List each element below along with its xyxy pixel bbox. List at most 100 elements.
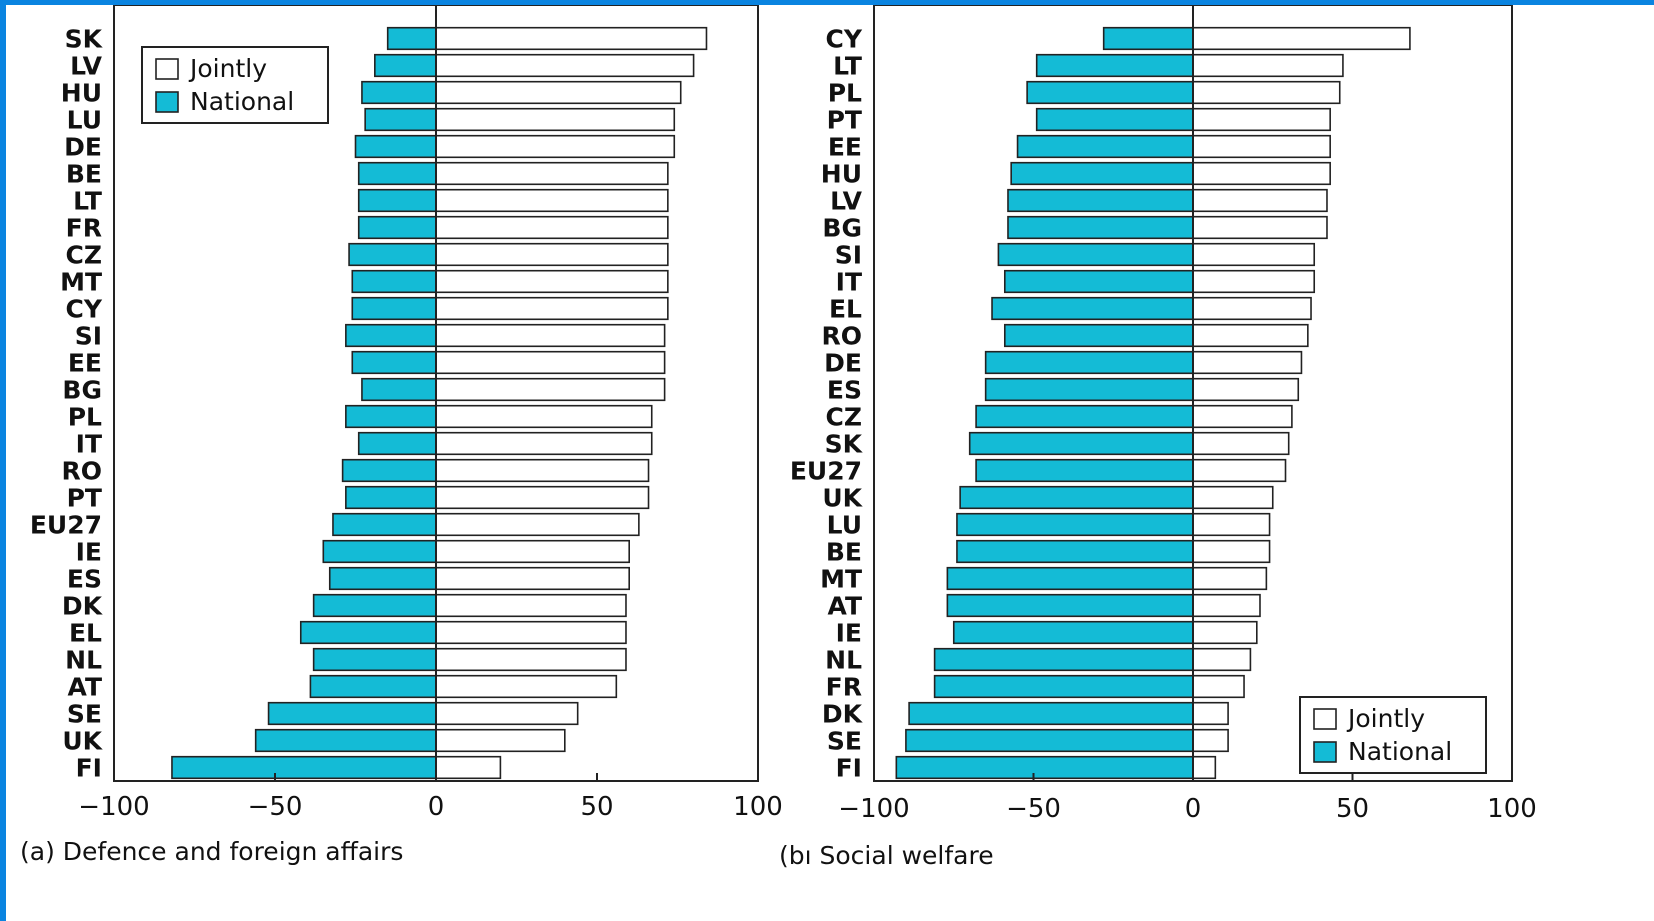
- category-label-eu27: EU27: [30, 511, 102, 540]
- bar-jointly-el: [435, 620, 627, 645]
- category-label-ie: IE: [836, 619, 862, 648]
- bar-jointly-ee: [1192, 134, 1331, 159]
- x-tick-label: 0: [428, 792, 445, 822]
- x-tick-label: 100: [733, 792, 783, 822]
- category-label-bg: BG: [822, 214, 862, 243]
- bar-national-se: [267, 701, 437, 726]
- category-label-sk: SK: [825, 430, 864, 459]
- bar-national-cy: [351, 296, 437, 321]
- bar-national-at: [309, 674, 437, 699]
- bar-national-sk: [968, 431, 1194, 456]
- category-label-de: DE: [64, 133, 102, 162]
- legend-swatch-national: [155, 91, 179, 113]
- category-label-dk: DK: [62, 592, 104, 621]
- bar-jointly-lu: [1192, 512, 1271, 537]
- bar-national-uk: [254, 728, 437, 753]
- panel-defence-foreign-affairs: SKLVHULUDEBELTFRCZMTCYSIEEBGPLITROPTEU27…: [20, 5, 783, 866]
- category-label-cy: CY: [826, 25, 863, 54]
- bar-jointly-dk: [1192, 701, 1229, 726]
- bar-jointly-eu27: [435, 512, 640, 537]
- bar-jointly-se: [435, 701, 579, 726]
- bar-national-ee: [1016, 134, 1194, 159]
- bar-jointly-es: [1192, 377, 1300, 402]
- bar-national-cz: [975, 404, 1194, 429]
- bar-national-pt: [1035, 107, 1194, 132]
- bar-national-lu: [956, 512, 1194, 537]
- bar-national-hu: [1010, 161, 1194, 186]
- bar-national-de: [354, 134, 437, 159]
- bar-national-dk: [312, 593, 437, 618]
- bar-national-ie: [952, 620, 1194, 645]
- category-label-it: IT: [836, 268, 862, 297]
- bar-national-ro: [341, 458, 437, 483]
- bar-national-eu27: [975, 458, 1194, 483]
- bar-jointly-cy: [435, 296, 669, 321]
- bar-jointly-hu: [435, 80, 682, 105]
- bar-national-be: [956, 539, 1194, 564]
- bar-jointly-lv: [435, 53, 695, 78]
- bar-jointly-uk: [1192, 485, 1274, 510]
- bar-national-fr: [933, 674, 1194, 699]
- bar-jointly-at: [1192, 593, 1261, 618]
- bar-national-uk: [959, 485, 1194, 510]
- bar-national-fr: [357, 215, 437, 240]
- bar-jointly-be: [435, 161, 669, 186]
- bar-jointly-ie: [435, 539, 630, 564]
- bar-national-be: [357, 161, 437, 186]
- bar-national-fi: [171, 755, 437, 780]
- x-tick-label: 50: [580, 792, 613, 822]
- category-label-es: ES: [67, 565, 102, 594]
- panel-caption: (bı Social welfare: [779, 841, 994, 870]
- bar-jointly-uk: [435, 728, 566, 753]
- bar-jointly-mt: [1192, 566, 1268, 591]
- bar-national-it: [1003, 269, 1194, 294]
- category-label-uk: UK: [822, 484, 863, 513]
- bar-national-fi: [895, 755, 1194, 780]
- legend-label-national: National: [190, 87, 294, 116]
- bar-national-lu: [364, 107, 437, 132]
- category-label-hu: HU: [61, 79, 102, 108]
- bar-jointly-es: [435, 566, 630, 591]
- bar-national-de: [984, 350, 1194, 375]
- bar-national-cz: [348, 242, 437, 267]
- bar-national-dk: [908, 701, 1194, 726]
- category-label-lu: LU: [67, 106, 102, 135]
- x-tick-label: −100: [78, 792, 149, 822]
- category-label-ee: EE: [828, 133, 862, 162]
- bar-jointly-hu: [1192, 161, 1331, 186]
- bar-jointly-lt: [1192, 53, 1344, 78]
- legend: Jointly National: [141, 46, 329, 124]
- category-label-pt: PT: [827, 106, 862, 135]
- category-label-se: SE: [67, 700, 102, 729]
- bar-national-it: [357, 431, 437, 456]
- bar-jointly-si: [1192, 242, 1316, 267]
- bar-jointly-fr: [435, 215, 669, 240]
- bar-jointly-pl: [1192, 80, 1341, 105]
- bar-jointly-ie: [1192, 620, 1258, 645]
- bar-jointly-lt: [435, 188, 669, 213]
- x-tick-label: −50: [248, 792, 303, 822]
- x-tick-label: 50: [1336, 794, 1369, 824]
- category-label-eu27: EU27: [790, 457, 862, 486]
- bar-jointly-dk: [435, 593, 627, 618]
- category-label-lt: LT: [833, 52, 862, 81]
- bar-national-mt: [946, 566, 1194, 591]
- category-label-mt: MT: [820, 565, 862, 594]
- category-label-el: EL: [829, 295, 862, 324]
- bar-national-ro: [1003, 323, 1194, 348]
- bar-jointly-mt: [435, 269, 669, 294]
- category-label-sk: SK: [65, 25, 104, 54]
- bar-jointly-fi: [435, 755, 502, 780]
- bar-national-si: [997, 242, 1194, 267]
- category-label-fi: FI: [836, 754, 862, 783]
- category-label-ee: EE: [68, 349, 102, 378]
- category-label-mt: MT: [60, 268, 102, 297]
- panel-social-welfare: CYLTPLPTEEHULVBGSIITELRODEESCZSKEU27UKLU…: [779, 5, 1537, 870]
- category-label-pl: PL: [68, 403, 102, 432]
- category-label-lv: LV: [70, 52, 102, 81]
- bar-jointly-at: [435, 674, 618, 699]
- category-label-be: BE: [66, 160, 102, 189]
- category-label-nl: NL: [825, 646, 862, 675]
- bar-jointly-bg: [1192, 215, 1328, 240]
- bar-jointly-de: [435, 134, 676, 159]
